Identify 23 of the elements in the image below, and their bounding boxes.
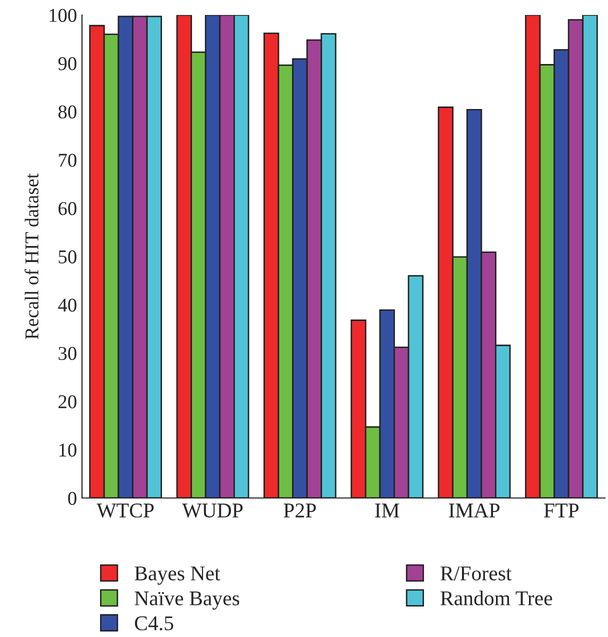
legend-label: Naïve Bayes <box>134 592 240 610</box>
y-tick-label: 90 <box>58 57 76 70</box>
y-axis-title: Recall of HIT dataset <box>24 173 38 340</box>
y-tick-label: 100 <box>50 8 76 22</box>
x-tick-label: P2P <box>284 504 316 518</box>
x-tick-label: WUDP <box>182 504 243 518</box>
y-tick-label: 70 <box>58 154 76 167</box>
x-tick-label: IM <box>375 504 400 518</box>
legend-label: Bayes Net <box>134 566 220 585</box>
legend-label: R/Forest <box>440 566 512 580</box>
y-tick-label: 80 <box>58 105 76 119</box>
y-tick-label: 50 <box>58 250 76 264</box>
x-tick-label: FTP <box>544 504 579 518</box>
legend-label: Random Tree <box>440 590 552 606</box>
y-tick-label: 10 <box>59 444 76 457</box>
y-tick-label: 20 <box>58 395 76 408</box>
y-tick-label: 60 <box>58 202 76 216</box>
y-tick-label: 40 <box>58 298 76 312</box>
legend-label: C4.5 <box>134 616 174 630</box>
y-tick-label: 0 <box>68 492 76 505</box>
x-tick-label: WTCP <box>96 504 154 518</box>
y-tick-label: 30 <box>58 346 76 360</box>
x-tick-label: IMAP <box>448 504 500 518</box>
